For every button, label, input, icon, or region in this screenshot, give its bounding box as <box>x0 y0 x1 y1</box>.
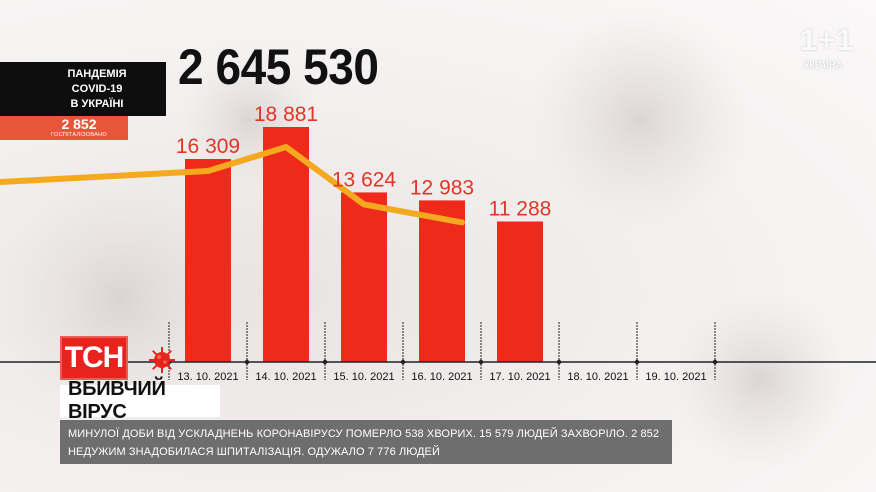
channel-watermark: 1+1 <box>800 24 854 57</box>
news-ticker: МИНУЛОЇ ДОБИ ВІД УСКЛАДНЕНЬ КОРОНАВІРУСУ… <box>60 420 672 464</box>
bar <box>497 221 543 362</box>
tick-label: 14. 10. 2021 <box>255 371 316 383</box>
tick-label: 15. 10. 2021 <box>333 371 394 383</box>
pandemic-label-line: ПАНДЕМІЯ <box>67 67 127 80</box>
pandemic-label-line: В УКРАЇНІ <box>70 97 124 110</box>
tick-label: 18. 10. 2021 <box>567 371 628 383</box>
virus-icon <box>149 347 175 373</box>
tsn-logo: ТСН <box>60 336 128 380</box>
bar <box>341 192 387 362</box>
channel-watermark-sub: УКРАЇНА <box>803 60 842 70</box>
axis-marker <box>400 359 406 365</box>
trend-line <box>0 144 465 226</box>
tick-label: 16. 10. 2021 <box>411 371 472 383</box>
headline: ВБИВЧИЙ ВІРУС <box>60 378 220 423</box>
axis-marker <box>556 359 562 365</box>
tick-label: 19. 10. 2021 <box>645 371 706 383</box>
axis-marker <box>712 359 718 365</box>
tick-label: 17. 10. 2021 <box>489 371 550 383</box>
value-label: 16 309 <box>176 135 240 158</box>
value-label: 18 881 <box>254 103 318 126</box>
tick-label: 13. 10. 2021 <box>177 371 238 383</box>
hospitalized-box: 2 852 ГОСПІТАЛІЗОВАНО <box>0 116 128 140</box>
value-label: 13 624 <box>332 168 397 191</box>
value-label: 11 288 <box>489 198 552 221</box>
bar <box>419 200 465 362</box>
pandemic-label-box: ПАНДЕМІЯ COVID-19 В УКРАЇНІ <box>0 62 166 116</box>
axis-marker <box>634 359 640 365</box>
total-cases: 2 645 530 <box>178 39 379 95</box>
value-label: 12 983 <box>410 176 474 199</box>
axis-marker <box>478 359 484 365</box>
axis-marker <box>322 359 328 365</box>
bar <box>263 127 309 362</box>
bar <box>185 159 231 362</box>
pandemic-label-line: COVID-19 <box>71 82 123 95</box>
hospitalized-label: ГОСПІТАЛІЗОВАНО <box>51 132 107 138</box>
axis-marker <box>244 359 250 365</box>
hospitalized-value: 2 852 <box>61 116 97 132</box>
